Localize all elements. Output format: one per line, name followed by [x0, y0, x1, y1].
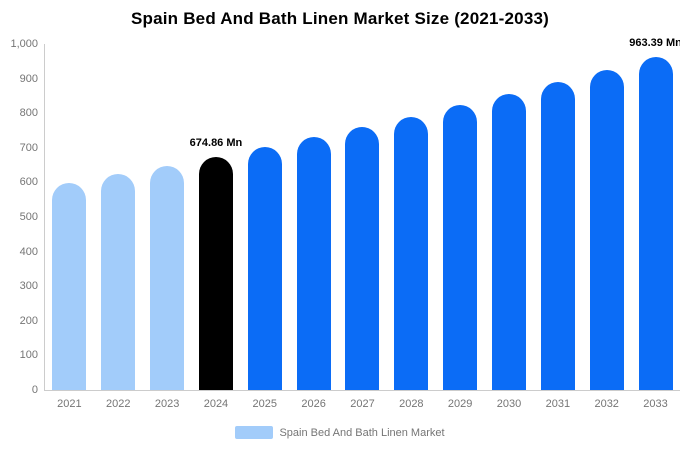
chart-title: Spain Bed And Bath Linen Market Size (20… [130, 9, 550, 28]
y-tick-label: 0 [31, 384, 38, 396]
y-tick-label: 800 [19, 107, 38, 120]
bar-slot-2030 [485, 44, 534, 390]
bar-2033 [638, 56, 673, 390]
y-tick-label: 400 [19, 245, 38, 258]
x-tick-label-2029: 2029 [447, 398, 473, 410]
bar-slot-2024: 674.86 Mn [189, 44, 243, 390]
y-tick-label: 700 [19, 141, 38, 154]
x-tick-label-2023: 2023 [154, 398, 180, 410]
x-tick-label-2026: 2026 [301, 398, 326, 410]
legend: Spain Bed And Bath Linen Market [0, 426, 680, 439]
bar-2031 [540, 82, 575, 390]
bar-slot-2028 [387, 44, 436, 390]
bar-slot-2033: 963.39 Mn [629, 37, 680, 390]
bar-slot-2023 [143, 44, 192, 390]
bar-slot-2025 [240, 44, 289, 390]
x-tick-label-2028: 2028 [399, 398, 424, 410]
bar-2024 [198, 156, 233, 390]
bar-2029 [443, 105, 478, 390]
x-tick-label-2025: 2025 [252, 398, 278, 410]
bar-2021 [52, 182, 87, 390]
bar-slot-2032 [582, 44, 631, 390]
x-tick-label-2032: 2032 [594, 398, 619, 410]
bar-slot-2027 [338, 44, 387, 390]
y-axis-line [44, 44, 45, 390]
value-label-2033: 963.39 Mn [629, 36, 680, 49]
bar-2023 [150, 165, 185, 390]
x-tick-label-2021: 2021 [57, 398, 82, 410]
y-tick-label: 500 [19, 211, 38, 223]
x-tick-label-2024: 2024 [203, 398, 229, 410]
bar-2027 [345, 127, 380, 390]
bar-slot-2026 [289, 44, 338, 390]
x-axis-labels: 2021 2022 2023 2024 2025 2026 2027 2028 2029 2030… [45, 396, 680, 412]
x-tick-label-2033: 2033 [643, 398, 668, 410]
y-tick-label: 1,000 [10, 38, 38, 50]
bar-slot-2031 [533, 44, 582, 390]
bar-slot-2022 [94, 44, 143, 390]
y-tick-label: 100 [19, 349, 38, 362]
x-tick-label-2027: 2027 [350, 398, 375, 410]
legend-swatch [235, 426, 274, 439]
x-tick-label-2030: 2030 [496, 398, 522, 410]
bar-2026 [296, 137, 331, 390]
bar-slot-2029 [436, 44, 485, 390]
bar-2028 [394, 116, 429, 390]
bar-2022 [101, 174, 136, 390]
x-tick-label-2031: 2031 [545, 398, 571, 410]
y-tick-label: 600 [19, 176, 38, 189]
bar-2032 [589, 69, 624, 390]
bars-container: 674.86 Mn 963.39 Mn [45, 37, 680, 390]
y-tick-label: 200 [19, 314, 38, 327]
bar-slot-2021 [45, 44, 94, 390]
bar-2025 [247, 147, 282, 390]
x-axis-line [44, 390, 680, 391]
bar-2030 [492, 93, 527, 390]
x-tick-label-2022: 2022 [106, 398, 131, 410]
y-tick-label: 300 [19, 280, 38, 293]
legend-label: Spain Bed And Bath Linen Market [279, 426, 445, 439]
value-label-2024: 674.86 Mn [189, 136, 243, 149]
y-tick-label: 900 [19, 72, 38, 85]
